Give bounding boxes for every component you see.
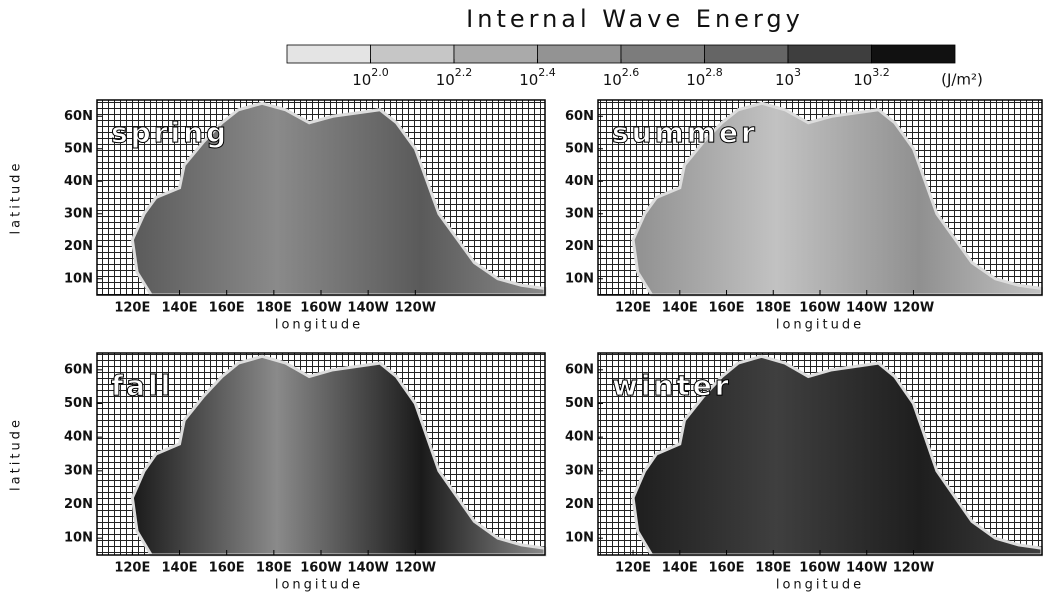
y-axis-label: latitude: [9, 417, 24, 491]
y-tick-label: 10N: [565, 531, 594, 546]
colorbar-segment: [287, 45, 371, 63]
colorbar-unit: (J/m²): [941, 71, 983, 89]
x-tick-label: 160E: [709, 301, 745, 316]
y-tick-label: 40N: [64, 430, 93, 445]
x-tick-label: 140W: [347, 561, 388, 576]
y-tick-label: 30N: [64, 206, 93, 221]
colorbar-segment: [621, 45, 705, 63]
y-tick-label: 30N: [565, 206, 594, 221]
tick-base: 10: [352, 71, 371, 89]
season-label: winter: [612, 369, 732, 402]
x-tick-label: 120W: [395, 301, 436, 316]
colorbar-tick-label: 103: [775, 66, 801, 89]
colorbar-tick-label: 102.6: [603, 66, 640, 89]
tick-base: 10: [853, 71, 872, 89]
y-tick-label: 50N: [64, 141, 93, 156]
x-tick-label: 180E: [256, 301, 292, 316]
tick-exponent: 2.8: [705, 66, 723, 79]
y-tick-label: 50N: [565, 141, 594, 156]
y-tick-label: 10N: [64, 271, 93, 286]
x-tick-label: 140W: [846, 301, 887, 316]
x-tick-label: 120E: [615, 301, 651, 316]
y-tick-label: 20N: [565, 497, 594, 512]
x-tick-label: 120E: [114, 301, 150, 316]
y-tick-label: 10N: [565, 271, 594, 286]
x-tick-label: 140E: [662, 561, 698, 576]
x-tick-label: 140E: [162, 561, 198, 576]
season-label: fall: [111, 369, 173, 402]
x-tick-label: 120E: [114, 561, 150, 576]
colorbar-segment: [371, 45, 455, 63]
y-tick-label: 40N: [565, 430, 594, 445]
colorbar-tick-label: 102.2: [436, 66, 473, 89]
colorbar-tick-label: 102.8: [686, 66, 723, 89]
x-tick-label: 120W: [395, 561, 436, 576]
x-tick-label: 180E: [755, 301, 791, 316]
tick-exponent: 2.4: [538, 66, 556, 79]
colorbar-segment: [538, 45, 622, 63]
y-tick-label: 60N: [565, 362, 594, 377]
y-tick-label: 20N: [64, 239, 93, 254]
colorbar-segment: [705, 45, 789, 63]
x-tick-label: 160W: [300, 301, 341, 316]
y-axis-label: latitude: [9, 161, 24, 235]
y-tick-label: 20N: [64, 497, 93, 512]
season-label: spring: [111, 116, 229, 149]
y-tick-label: 60N: [565, 109, 594, 124]
x-tick-label: 160E: [209, 301, 245, 316]
x-tick-label: 160W: [799, 561, 840, 576]
x-axis-label: longitude: [776, 578, 864, 593]
colorbar-tick-label: 102.0: [352, 66, 389, 89]
x-tick-label: 120E: [615, 561, 651, 576]
tick-exponent: 2.2: [455, 66, 473, 79]
tick-exponent: 3.2: [872, 66, 890, 79]
x-tick-label: 180E: [256, 561, 292, 576]
y-tick-label: 50N: [64, 396, 93, 411]
x-axis-label: longitude: [275, 318, 363, 333]
y-tick-label: 50N: [565, 396, 594, 411]
figure-title: Internal Wave Energy: [466, 5, 804, 33]
y-tick-label: 60N: [64, 109, 93, 124]
x-tick-label: 160E: [709, 561, 745, 576]
figure: Internal Wave Energy 102.0102.2102.4102.…: [0, 0, 1043, 605]
x-tick-label: 120W: [893, 301, 934, 316]
x-tick-label: 120W: [893, 561, 934, 576]
tick-base: 10: [603, 71, 622, 89]
y-tick-label: 30N: [565, 463, 594, 478]
colorbar-segment: [454, 45, 538, 63]
y-tick-label: 40N: [64, 174, 93, 189]
y-tick-label: 10N: [64, 531, 93, 546]
tick-base: 10: [775, 71, 794, 89]
x-tick-label: 160W: [799, 301, 840, 316]
tick-exponent: 2.0: [371, 66, 389, 79]
x-axis-label: longitude: [776, 318, 864, 333]
colorbar-segment: [872, 45, 956, 63]
x-tick-label: 140W: [347, 301, 388, 316]
y-tick-label: 20N: [565, 239, 594, 254]
x-tick-label: 140W: [846, 561, 887, 576]
colorbar-tick-label: 102.4: [519, 66, 556, 89]
x-tick-label: 160W: [300, 561, 341, 576]
x-axis-label: longitude: [275, 578, 363, 593]
x-tick-label: 180E: [755, 561, 791, 576]
y-tick-label: 30N: [64, 463, 93, 478]
tick-base: 10: [436, 71, 455, 89]
tick-exponent: 3: [794, 66, 801, 79]
colorbar-segment: [788, 45, 872, 63]
x-tick-label: 160E: [209, 561, 245, 576]
tick-base: 10: [519, 71, 538, 89]
x-tick-label: 140E: [662, 301, 698, 316]
colorbar-tick-label: 103.2: [853, 66, 890, 89]
y-tick-label: 60N: [64, 362, 93, 377]
season-label: summer: [612, 116, 758, 149]
tick-exponent: 2.6: [622, 66, 640, 79]
y-tick-label: 40N: [565, 174, 594, 189]
x-tick-label: 140E: [162, 301, 198, 316]
tick-base: 10: [686, 71, 705, 89]
